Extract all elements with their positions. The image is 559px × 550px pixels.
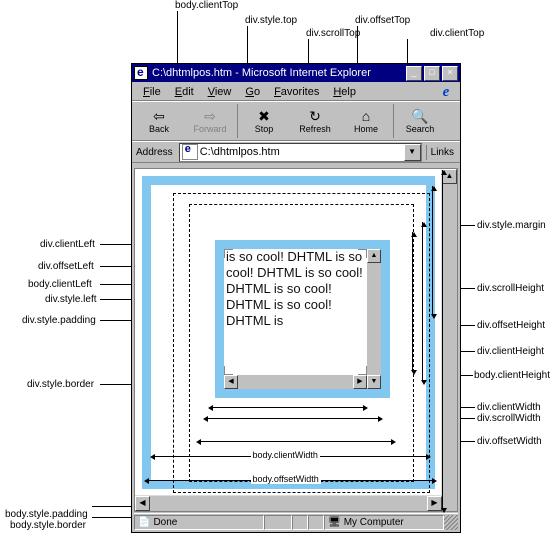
maximize-button[interactable]: □ <box>424 66 440 81</box>
label-body-clientLeft: body.clientLeft <box>28 279 92 290</box>
links-button[interactable]: Links <box>426 145 458 160</box>
scrollbar-corner <box>442 496 457 511</box>
menu-go[interactable]: Go <box>238 85 267 99</box>
label-div-scrollTop: div.scrollTop <box>306 28 360 39</box>
refresh-icon: ↻ <box>309 108 321 124</box>
label-div-style-padding: div.style.padding <box>22 315 96 326</box>
toolbar-stop-button[interactable]: ✖Stop <box>239 103 290 139</box>
ie-window: C:\dhtmlpos.htm - Microsoft Internet Exp… <box>131 63 461 533</box>
label-body-clientHeight: body.clientHeight <box>474 370 550 381</box>
forward-icon: ⇨ <box>204 108 216 124</box>
toolbar-refresh-button[interactable]: ↻Refresh <box>290 103 341 139</box>
status-done-cell: 📄 Done <box>134 515 264 530</box>
corner-marker <box>224 249 233 258</box>
minimize-button[interactable]: _ <box>406 66 422 81</box>
toolbar-home-button[interactable]: ⌂Home <box>341 103 392 139</box>
menu-favorites[interactable]: Favorites <box>267 85 326 99</box>
status-mini-cell <box>292 515 308 530</box>
main-scrollbar-vertical[interactable]: ▲ ▼ <box>441 169 457 511</box>
home-icon: ⌂ <box>362 108 370 124</box>
stop-icon: ✖ <box>258 108 270 124</box>
browser-client-area: is so cool! DHTML is so cool! DHTML is s… <box>134 168 458 512</box>
menubar: FileEditViewGoFavoritesHelp e <box>132 82 460 101</box>
div-scrollbar-vertical[interactable]: ▲ ▼ <box>367 249 381 389</box>
scroll-left-button[interactable]: ◀ <box>135 496 150 511</box>
corner-marker <box>224 366 233 375</box>
div-padding-region: is so cool! DHTML is so cool! DHTML is s… <box>224 249 381 389</box>
status-bar: 📄 Done 🖥 My Computer <box>134 513 458 530</box>
menu-view[interactable]: View <box>201 85 239 99</box>
label-body-clientTop: body.clientTop <box>175 0 238 11</box>
menu-help[interactable]: Help <box>326 85 363 99</box>
ie-logo-icon: e <box>436 84 456 100</box>
label-div-offsetHeight: div.offsetHeight <box>477 320 545 331</box>
corner-marker <box>358 249 367 258</box>
label-div-style-border: div.style.border <box>27 379 94 390</box>
label-div-clientHeight: div.clientHeight <box>477 346 544 357</box>
label-div-style-top: div.style.top <box>245 15 297 26</box>
label-div-clientTop: div.clientTop <box>430 28 484 39</box>
page-body: is so cool! DHTML is so cool! DHTML is s… <box>135 169 442 496</box>
scroll-left-button[interactable]: ◀ <box>224 375 238 389</box>
titlebar: C:\dhtmlpos.htm - Microsoft Internet Exp… <box>132 64 460 82</box>
toolbar-forward-button: ⇨Forward <box>185 103 236 139</box>
div-scrollbar-horizontal[interactable]: ◀ ▶ <box>224 375 367 389</box>
status-zone-cell: 🖥 My Computer <box>324 515 444 530</box>
label-div-scrollHeight: div.scrollHeight <box>477 283 544 294</box>
label-body-style-padding: body.style.padding <box>5 509 88 520</box>
scroll-down-button[interactable]: ▼ <box>367 375 381 389</box>
resize-grip[interactable] <box>444 515 458 530</box>
label-div-clientLeft: div.clientLeft <box>40 239 95 250</box>
body-border-region: is so cool! DHTML is so cool! DHTML is s… <box>142 176 435 489</box>
address-label: Address <box>134 147 175 158</box>
main-scrollbar-horizontal[interactable]: ◀ ▶ <box>135 495 442 511</box>
scroll-right-button[interactable]: ▶ <box>353 375 367 389</box>
scroll-up-button[interactable]: ▲ <box>367 249 381 263</box>
address-bar: Address C:\dhtmlpos.htm ▼ Links <box>132 141 460 163</box>
body-padding-region: is so cool! DHTML is so cool! DHTML is s… <box>151 185 426 480</box>
status-zone-text: My Computer <box>344 517 404 528</box>
address-dropdown-button[interactable]: ▼ <box>404 144 421 161</box>
address-field[interactable]: C:\dhtmlpos.htm ▼ <box>179 143 422 162</box>
label-div-clientWidth: div.clientWidth <box>477 402 541 413</box>
scroll-up-button[interactable]: ▲ <box>442 169 457 184</box>
label-div-style-margin: div.style.margin <box>477 220 546 231</box>
back-icon: ⇦ <box>153 108 165 124</box>
close-button[interactable]: × <box>442 66 458 81</box>
window-title: C:\dhtmlpos.htm - Microsoft Internet Exp… <box>152 67 371 79</box>
corner-marker <box>358 366 367 375</box>
toolbar-search-button[interactable]: 🔍Search <box>395 103 446 139</box>
label-div-scrollWidth: div.scrollWidth <box>477 413 541 424</box>
status-done-text: Done <box>153 517 177 528</box>
toolbar-back-button[interactable]: ⇦Back <box>134 103 185 139</box>
menu-file[interactable]: File <box>136 85 168 99</box>
ie-page-icon <box>134 66 148 80</box>
label-div-offsetWidth: div.offsetWidth <box>477 436 542 447</box>
label-div-style-left: div.style.left <box>45 294 97 305</box>
menu-edit[interactable]: Edit <box>168 85 201 99</box>
div-content-text: is so cool! DHTML is so cool! DHTML is s… <box>226 249 365 373</box>
label-div-offsetLeft: div.offsetLeft <box>38 261 94 272</box>
done-icon: 📄 <box>138 517 150 528</box>
status-spacer <box>264 515 292 530</box>
toolbar: ⇦Back⇨Forward✖Stop↻Refresh⌂Home🔍Search <box>132 101 460 141</box>
computer-icon: 🖥 <box>328 517 341 528</box>
label-div-offsetTop: div.offsetTop <box>355 15 410 26</box>
scroll-right-button[interactable]: ▶ <box>427 496 442 511</box>
search-icon: 🔍 <box>411 108 428 124</box>
div-border-region: is so cool! DHTML is so cool! DHTML is s… <box>215 240 390 398</box>
label-body-style-border: body.style.border <box>10 520 86 531</box>
address-value: C:\dhtmlpos.htm <box>200 146 404 158</box>
status-mini-cell <box>308 515 324 530</box>
page-icon <box>182 144 198 160</box>
